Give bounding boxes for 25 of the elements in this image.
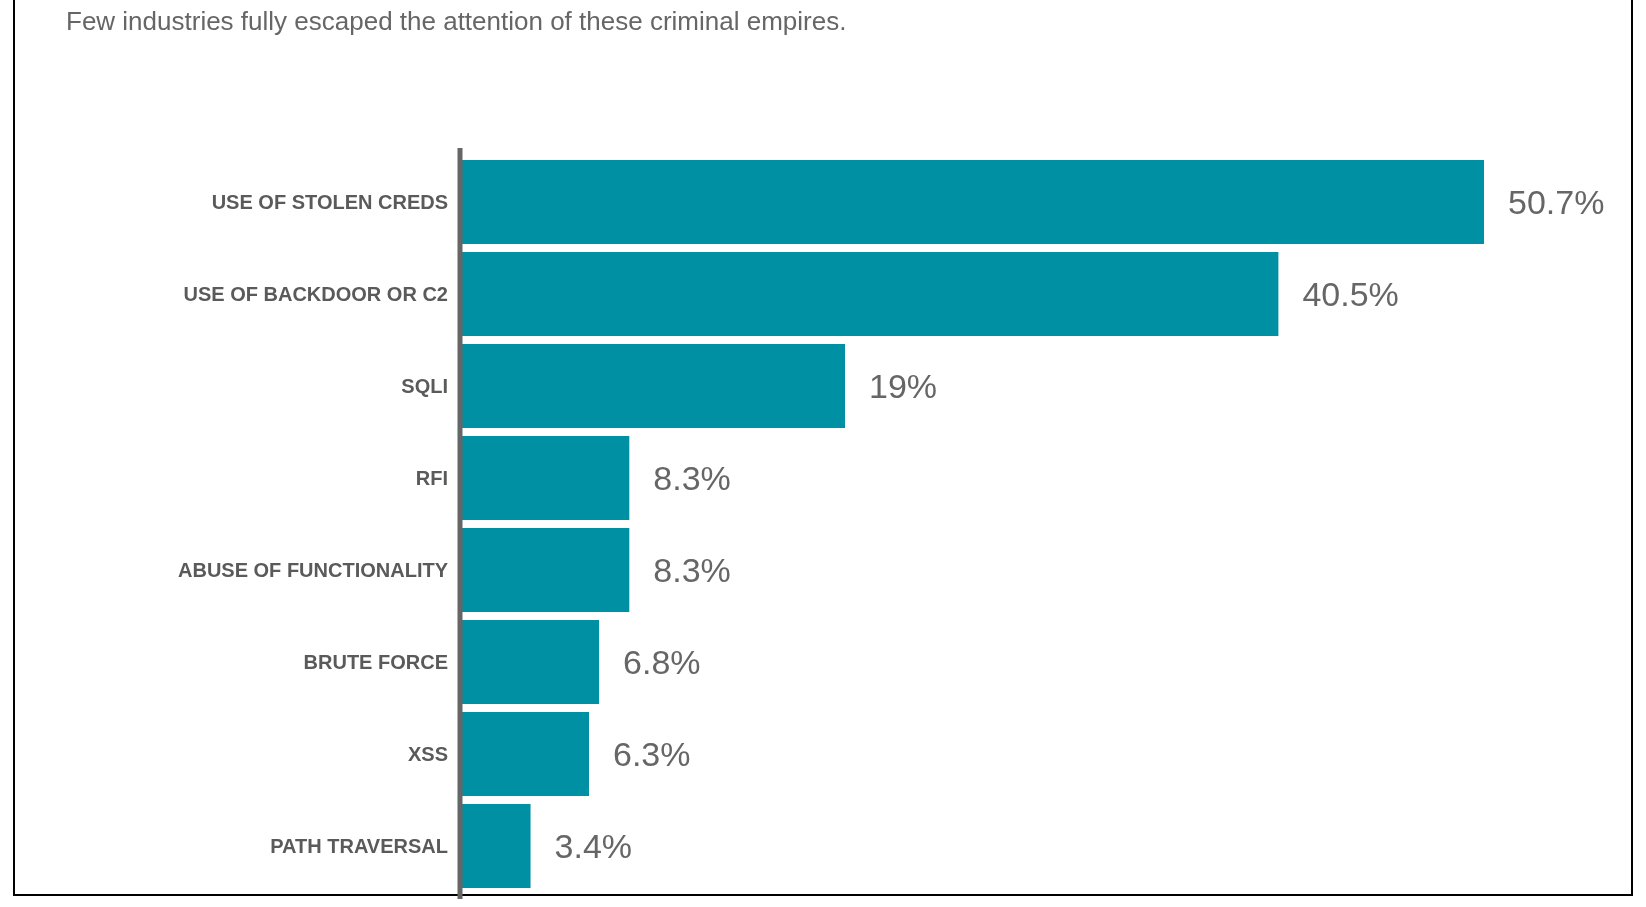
bar (462, 436, 630, 520)
data-label: 6.3% (612, 734, 691, 773)
data-label: 3.4% (554, 826, 633, 865)
data-label: 8.3% (653, 550, 731, 589)
data-label: 6.8% (623, 642, 701, 681)
bar (462, 252, 1279, 336)
y-tick-label: RFI (415, 467, 448, 489)
y-tick-label: USE OF BACKDOOR OR C2 (183, 283, 448, 305)
bar (462, 528, 630, 612)
data-label: 19% (869, 366, 938, 405)
y-tick-label: XSS (407, 743, 448, 765)
data-label: 50.7% (1508, 182, 1605, 221)
data-label: 8.3% (653, 458, 731, 497)
text: Few industries fully escaped the attention of these criminal empires. (66, 6, 847, 36)
y-tick-label: ABUSE OF FUNCTIONALITY (178, 559, 449, 581)
y-tick-label: PATH TRAVERSAL (270, 835, 448, 857)
bar (462, 344, 845, 428)
y-tick-label: USE OF STOLEN CREDS (211, 191, 448, 213)
data-label: 40.5% (1302, 274, 1399, 313)
bar (462, 620, 600, 704)
y-tick-label: BRUTE FORCE (303, 651, 448, 673)
bar (462, 712, 589, 796)
y-tick-label: SQLI (401, 375, 448, 397)
bar (462, 804, 531, 888)
bar (462, 160, 1484, 244)
